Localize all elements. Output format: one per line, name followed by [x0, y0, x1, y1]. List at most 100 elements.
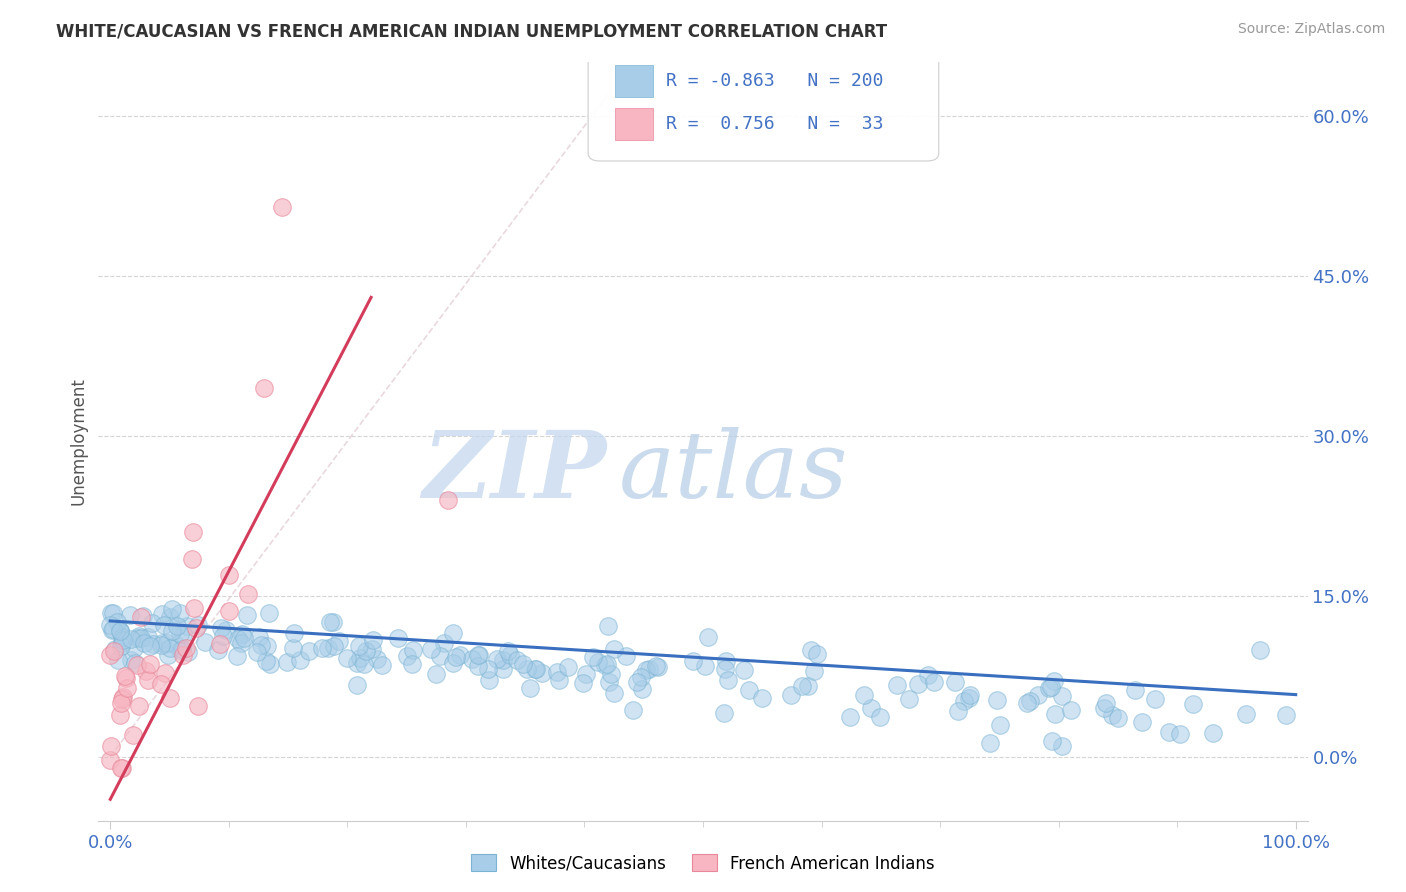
Point — [276, 655, 298, 669]
Point — [124, 657, 146, 671]
Text: Source: ZipAtlas.com: Source: ZipAtlas.com — [1237, 22, 1385, 37]
FancyBboxPatch shape — [614, 65, 654, 96]
Point — [1043, 673, 1066, 688]
Point — [108, 624, 131, 638]
Point — [271, 200, 294, 214]
Point — [149, 638, 172, 652]
Text: R =  0.756   N =  33: R = 0.756 N = 33 — [665, 115, 883, 133]
Point — [232, 631, 254, 645]
Point — [253, 381, 276, 395]
Point — [346, 678, 368, 692]
Point — [988, 717, 1011, 731]
Point — [366, 651, 388, 665]
Point — [209, 636, 232, 650]
Point — [1143, 692, 1166, 706]
Point — [187, 699, 209, 714]
Point — [630, 671, 652, 685]
Text: WHITE/CAUCASIAN VS FRENCH AMERICAN INDIAN UNEMPLOYMENT CORRELATION CHART: WHITE/CAUCASIAN VS FRENCH AMERICAN INDIA… — [56, 22, 887, 40]
Point — [1107, 711, 1129, 725]
Point — [101, 623, 124, 637]
Point — [120, 607, 142, 622]
Point — [104, 642, 127, 657]
Point — [477, 662, 499, 676]
Point — [838, 710, 860, 724]
Point — [869, 710, 891, 724]
Point — [1038, 681, 1060, 695]
Point — [1123, 683, 1146, 698]
Point — [134, 636, 156, 650]
Point — [621, 703, 644, 717]
Point — [319, 615, 342, 629]
Point — [111, 636, 134, 650]
Point — [120, 652, 142, 666]
Point — [917, 667, 939, 681]
Point — [110, 761, 132, 775]
Point — [713, 706, 735, 721]
Point — [1234, 707, 1257, 722]
Point — [1101, 708, 1123, 723]
Point — [957, 690, 980, 705]
Point — [546, 665, 568, 679]
Point — [1042, 733, 1064, 747]
Point — [361, 632, 384, 647]
Point — [139, 640, 162, 654]
Point — [142, 636, 165, 650]
Point — [159, 641, 181, 656]
Point — [349, 639, 371, 653]
Point — [780, 688, 803, 702]
Point — [948, 704, 970, 718]
Point — [156, 648, 179, 662]
Point — [187, 618, 209, 632]
Point — [100, 648, 122, 663]
Point — [120, 632, 142, 647]
Point — [751, 690, 773, 705]
Point — [209, 621, 232, 635]
Point — [1039, 680, 1062, 694]
Point — [626, 674, 648, 689]
Point — [122, 728, 145, 742]
Point — [114, 669, 136, 683]
Point — [321, 615, 343, 629]
Point — [603, 686, 626, 700]
Point — [128, 630, 150, 644]
Point — [575, 666, 598, 681]
Point — [598, 675, 620, 690]
Point — [953, 694, 976, 708]
Point — [449, 648, 471, 663]
Point — [803, 664, 825, 678]
Point — [441, 657, 464, 671]
Point — [165, 638, 187, 652]
Point — [257, 607, 280, 621]
Point — [433, 635, 456, 649]
Point — [859, 701, 882, 715]
Point — [177, 644, 200, 658]
Y-axis label: Unemployment: Unemployment — [69, 377, 87, 506]
Legend: Whites/Caucasians, French American Indians: Whites/Caucasians, French American India… — [465, 847, 941, 880]
Point — [156, 635, 179, 649]
Point — [1060, 703, 1083, 717]
Point — [159, 690, 181, 705]
Point — [103, 644, 125, 658]
Point — [492, 653, 515, 667]
Point — [441, 625, 464, 640]
Point — [796, 679, 818, 693]
Point — [548, 673, 571, 687]
Point — [637, 662, 659, 676]
Point — [492, 662, 515, 676]
Point — [100, 618, 122, 632]
Point — [132, 608, 155, 623]
Point — [531, 666, 554, 681]
Point — [353, 657, 375, 671]
Point — [174, 641, 197, 656]
Point — [429, 649, 451, 664]
Point — [800, 642, 823, 657]
Point — [108, 624, 131, 638]
Point — [311, 640, 333, 655]
Point — [236, 607, 259, 622]
Point — [150, 607, 173, 621]
Point — [135, 665, 157, 679]
Point — [184, 621, 207, 635]
Point — [225, 648, 247, 663]
Point — [259, 657, 281, 671]
Point — [335, 650, 357, 665]
